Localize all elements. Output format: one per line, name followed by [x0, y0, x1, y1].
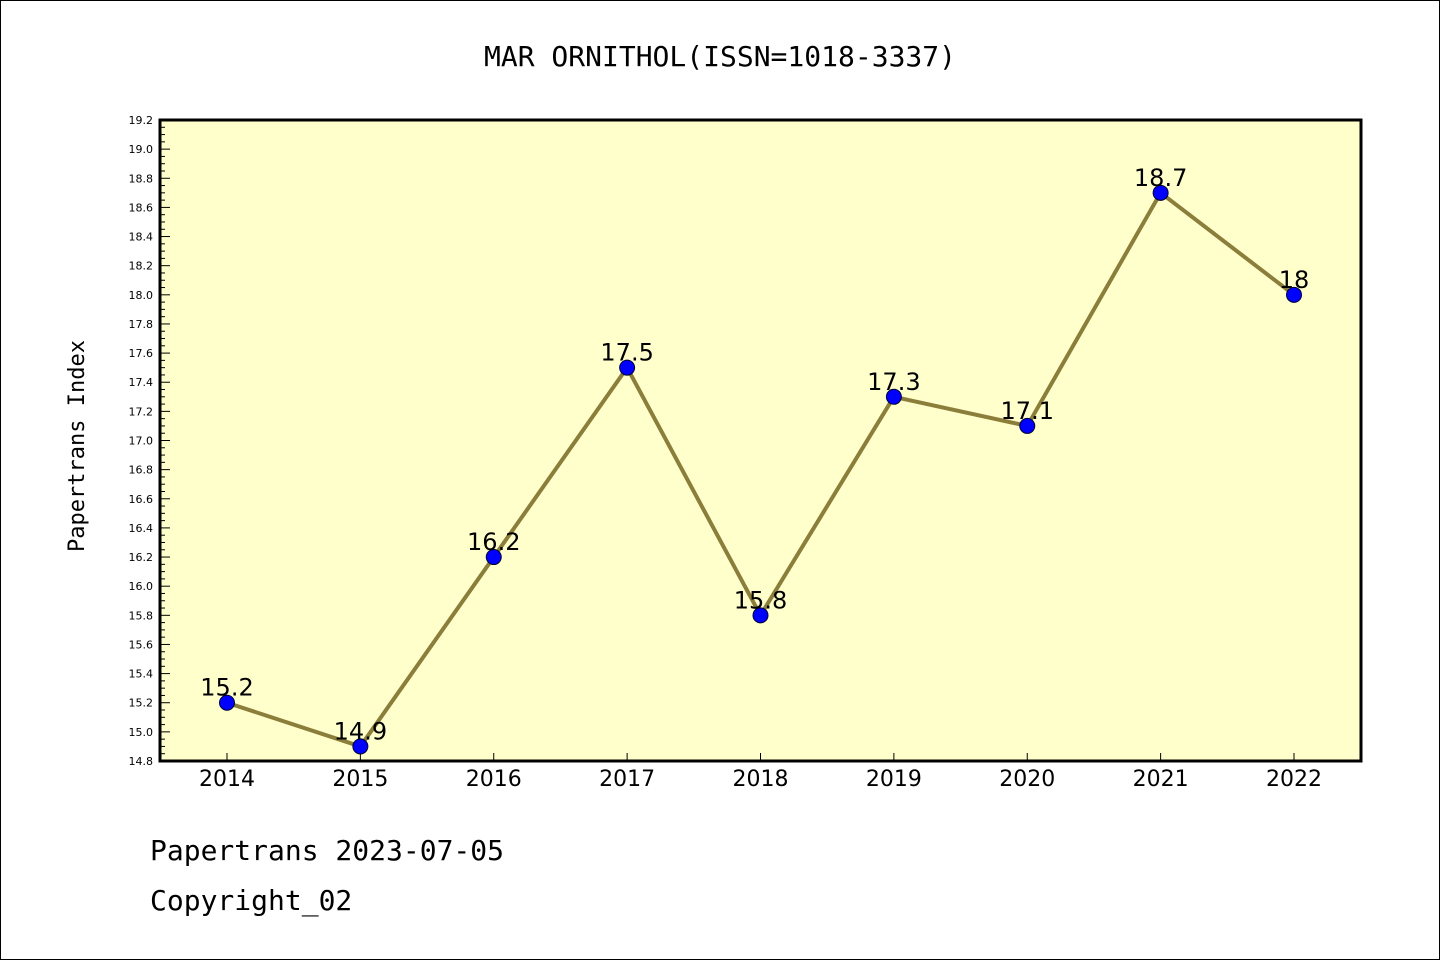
x-tick-label: 2019 — [866, 767, 922, 792]
data-point-marker — [485, 549, 502, 566]
data-point-marker — [885, 388, 902, 405]
y-tick-label: 18.2 — [129, 260, 154, 273]
data-point-marker — [619, 359, 636, 376]
y-tick-label: 15.4 — [129, 668, 154, 681]
y-tick-label: 18.4 — [129, 231, 154, 244]
y-tick-label: 16.2 — [129, 551, 154, 564]
y-tick-label: 17.8 — [129, 318, 154, 331]
data-label: 15.8 — [734, 586, 787, 614]
x-tick-label: 2017 — [599, 767, 655, 792]
y-tick-label: 16.6 — [129, 493, 154, 506]
y-tick-label: 17.2 — [129, 405, 154, 418]
x-tick-label: 2020 — [999, 767, 1055, 792]
y-tick-label: 18.6 — [129, 201, 154, 214]
data-point-marker — [752, 607, 769, 624]
data-label: 15.2 — [200, 674, 253, 702]
x-tick-label: 2018 — [733, 767, 789, 792]
y-tick-label: 15.2 — [129, 697, 154, 710]
y-tick-label: 16.0 — [129, 580, 154, 593]
y-tick-label: 17.6 — [129, 347, 154, 360]
data-label: 17.3 — [867, 368, 920, 396]
y-tick-label: 18.0 — [129, 289, 154, 302]
y-tick-label: 16.4 — [129, 522, 154, 535]
x-tick-label: 2015 — [332, 767, 388, 792]
footer-date: Papertrans 2023-07-05 — [150, 834, 505, 867]
y-tick-label: 16.8 — [129, 464, 154, 477]
data-label: 18.7 — [1134, 164, 1187, 192]
y-tick-label: 19.0 — [129, 143, 154, 156]
data-label: 14.9 — [334, 717, 387, 745]
x-tick-label: 2014 — [199, 767, 255, 792]
y-tick-label: 15.8 — [129, 609, 154, 622]
x-tick-label: 2022 — [1266, 767, 1322, 792]
y-tick-label: 14.8 — [129, 755, 154, 768]
y-tick-label: 15.0 — [129, 726, 154, 739]
data-point-marker — [1019, 417, 1036, 434]
series-papertrans-index: 15.2 14.9 16.2 17.5 15.8 17.3 17.1 18.7 18 — [200, 164, 1310, 755]
data-point-marker — [1286, 286, 1302, 303]
data-label: 17.1 — [1001, 397, 1054, 425]
data-label: 17.5 — [600, 339, 653, 367]
y-tick-label: 19.2 — [129, 114, 154, 127]
footer-copyright: Copyright_02 — [150, 884, 353, 917]
data-point-marker — [352, 738, 369, 755]
data-point-marker — [1152, 184, 1169, 201]
data-label: 16.2 — [467, 528, 520, 556]
y-tick-label: 17.0 — [129, 435, 154, 448]
data-label: 18 — [1279, 266, 1310, 294]
y-tick-label: 17.4 — [129, 376, 154, 389]
y-axis-label: Papertrans Index — [65, 340, 90, 552]
x-axis-ticks: 2014 2015 2016 2017 2018 2019 2020 2021 2022 — [199, 753, 1322, 792]
plot-area — [158, 118, 1363, 763]
data-point-marker — [219, 694, 235, 711]
x-tick-label: 2016 — [466, 767, 522, 792]
chart-title: MAR ORNITHOL(ISSN=1018-3337) — [484, 40, 956, 73]
y-tick-label: 15.6 — [129, 638, 154, 651]
y-axis-ticks: 14.8 15.0 15.2 15.4 15.6 15.8 16.0 16.2 16.4 16.6… — [129, 114, 170, 768]
x-tick-label: 2021 — [1133, 767, 1189, 792]
y-tick-label: 18.8 — [129, 172, 154, 185]
